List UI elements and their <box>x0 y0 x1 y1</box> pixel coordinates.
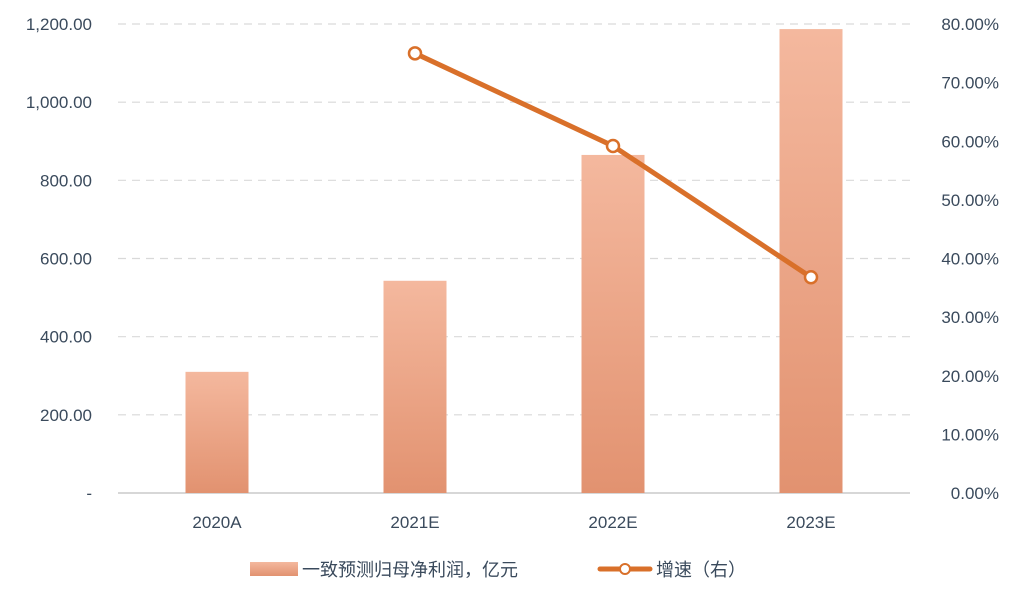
legend-bar-swatch <box>250 562 298 576</box>
bar-2022E <box>581 154 645 493</box>
right-tick-label: 10.00% <box>941 425 999 444</box>
x-tick-label: 2021E <box>390 513 439 532</box>
right-axis-ticks: 0.00% 10.00% 20.00% 30.00% 40.00% 50.00% 60.00… <box>941 15 999 503</box>
left-tick-label: 400.00 <box>40 328 92 347</box>
right-tick-label: 40.00% <box>941 250 999 269</box>
growth-point-2021E <box>407 46 423 61</box>
right-tick-label: 0.00% <box>951 484 999 503</box>
right-tick-label: 80.00% <box>941 15 999 34</box>
x-tick-label: 2022E <box>588 513 637 532</box>
left-tick-label: 1,000.00 <box>26 93 92 112</box>
legend-bar-label: 一致预测归母净利润，亿元 <box>302 560 518 581</box>
right-tick-label: 30.00% <box>941 308 999 327</box>
right-tick-label: 70.00% <box>941 74 999 93</box>
left-tick-label: - <box>86 484 92 503</box>
right-tick-label: 60.00% <box>941 132 999 151</box>
left-tick-label: 200.00 <box>40 406 92 425</box>
line-series <box>407 46 819 285</box>
bar-2020A <box>185 371 249 493</box>
left-tick-label: 1,200.00 <box>26 15 92 34</box>
growth-point-2022E <box>605 138 621 154</box>
left-axis-ticks: - 200.00 400.00 600.00 800.00 1,000.00 1,200.0… <box>26 15 92 503</box>
left-tick-label: 800.00 <box>40 171 92 190</box>
right-tick-label: 50.00% <box>941 191 999 210</box>
left-tick-label: 600.00 <box>40 250 92 269</box>
growth-point-2023E <box>803 270 819 285</box>
legend-line-label: 增速（右） <box>656 560 746 581</box>
legend-line-marker <box>619 563 631 575</box>
x-tick-label: 2023E <box>786 513 835 532</box>
bar-2021E <box>383 280 447 493</box>
legend: 一致预测归母净利润，亿元 增速（右） <box>250 560 746 581</box>
x-axis-ticks: 2020A 2021E 2022E 2023E <box>192 513 835 532</box>
x-tick-label: 2020A <box>192 513 242 532</box>
right-tick-label: 20.00% <box>941 367 999 386</box>
